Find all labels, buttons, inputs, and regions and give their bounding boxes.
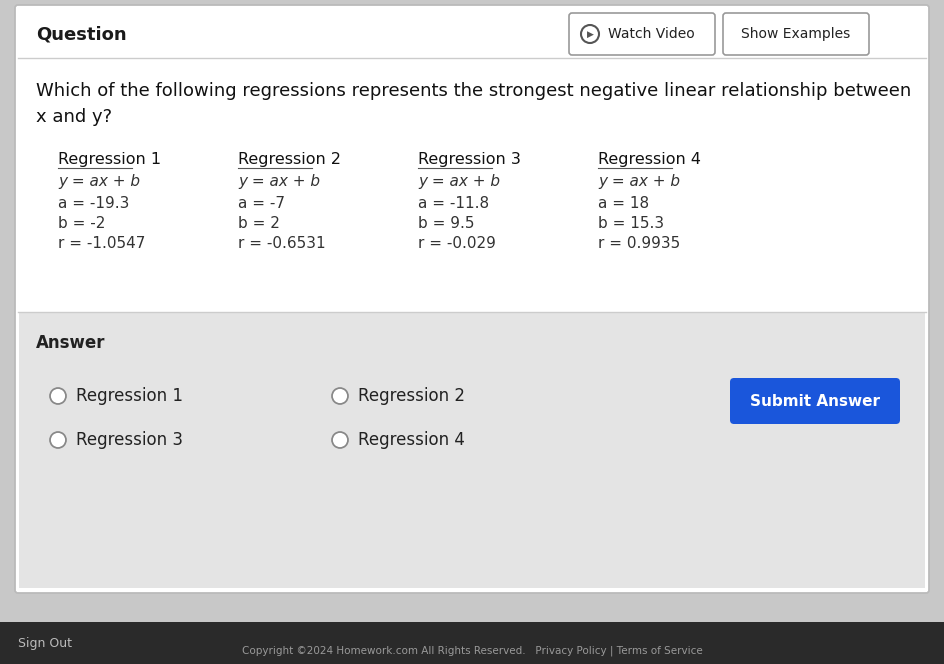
Text: x and y?: x and y? bbox=[36, 108, 112, 126]
Text: Sign Out: Sign Out bbox=[18, 637, 72, 649]
Text: a = -7: a = -7 bbox=[238, 196, 285, 211]
Text: Show Examples: Show Examples bbox=[741, 27, 851, 41]
Text: b = 15.3: b = 15.3 bbox=[598, 216, 665, 231]
FancyBboxPatch shape bbox=[723, 13, 869, 55]
Circle shape bbox=[332, 388, 348, 404]
Text: Regression 3: Regression 3 bbox=[418, 152, 521, 167]
Text: Regression 4: Regression 4 bbox=[358, 431, 464, 449]
Text: Watch Video: Watch Video bbox=[608, 27, 695, 41]
Text: Regression 4: Regression 4 bbox=[598, 152, 701, 167]
Text: Regression 2: Regression 2 bbox=[238, 152, 341, 167]
Text: a = -19.3: a = -19.3 bbox=[58, 196, 129, 211]
FancyBboxPatch shape bbox=[730, 378, 900, 424]
Text: Regression 3: Regression 3 bbox=[76, 431, 183, 449]
Text: Which of the following regressions represents the strongest negative linear rela: Which of the following regressions repre… bbox=[36, 82, 911, 100]
Text: r = -1.0547: r = -1.0547 bbox=[58, 236, 145, 251]
Text: Copyright ©2024 Homework.com All Rights Reserved.   Privacy Policy | Terms of Se: Copyright ©2024 Homework.com All Rights … bbox=[242, 646, 702, 656]
Text: a = -11.8: a = -11.8 bbox=[418, 196, 489, 211]
Text: Answer: Answer bbox=[36, 334, 106, 352]
Text: b = 9.5: b = 9.5 bbox=[418, 216, 475, 231]
Text: Question: Question bbox=[36, 26, 126, 44]
Text: r = -0.6531: r = -0.6531 bbox=[238, 236, 326, 251]
Text: a = 18: a = 18 bbox=[598, 196, 649, 211]
Text: r = -0.029: r = -0.029 bbox=[418, 236, 496, 251]
Text: y = ax + b: y = ax + b bbox=[598, 174, 680, 189]
Text: b = 2: b = 2 bbox=[238, 216, 279, 231]
FancyBboxPatch shape bbox=[15, 5, 929, 593]
Text: Regression 1: Regression 1 bbox=[58, 152, 161, 167]
Text: y = ax + b: y = ax + b bbox=[238, 174, 320, 189]
Text: b = -2: b = -2 bbox=[58, 216, 106, 231]
Circle shape bbox=[332, 432, 348, 448]
Text: Regression 2: Regression 2 bbox=[358, 387, 465, 405]
FancyBboxPatch shape bbox=[569, 13, 715, 55]
Text: Regression 1: Regression 1 bbox=[76, 387, 183, 405]
Text: r = 0.9935: r = 0.9935 bbox=[598, 236, 681, 251]
Text: y = ax + b: y = ax + b bbox=[418, 174, 500, 189]
Text: Submit Answer: Submit Answer bbox=[750, 394, 880, 408]
Circle shape bbox=[50, 432, 66, 448]
Text: y = ax + b: y = ax + b bbox=[58, 174, 140, 189]
FancyBboxPatch shape bbox=[19, 313, 925, 588]
Bar bbox=[0, 622, 944, 664]
Text: ▶: ▶ bbox=[586, 29, 594, 39]
Circle shape bbox=[50, 388, 66, 404]
